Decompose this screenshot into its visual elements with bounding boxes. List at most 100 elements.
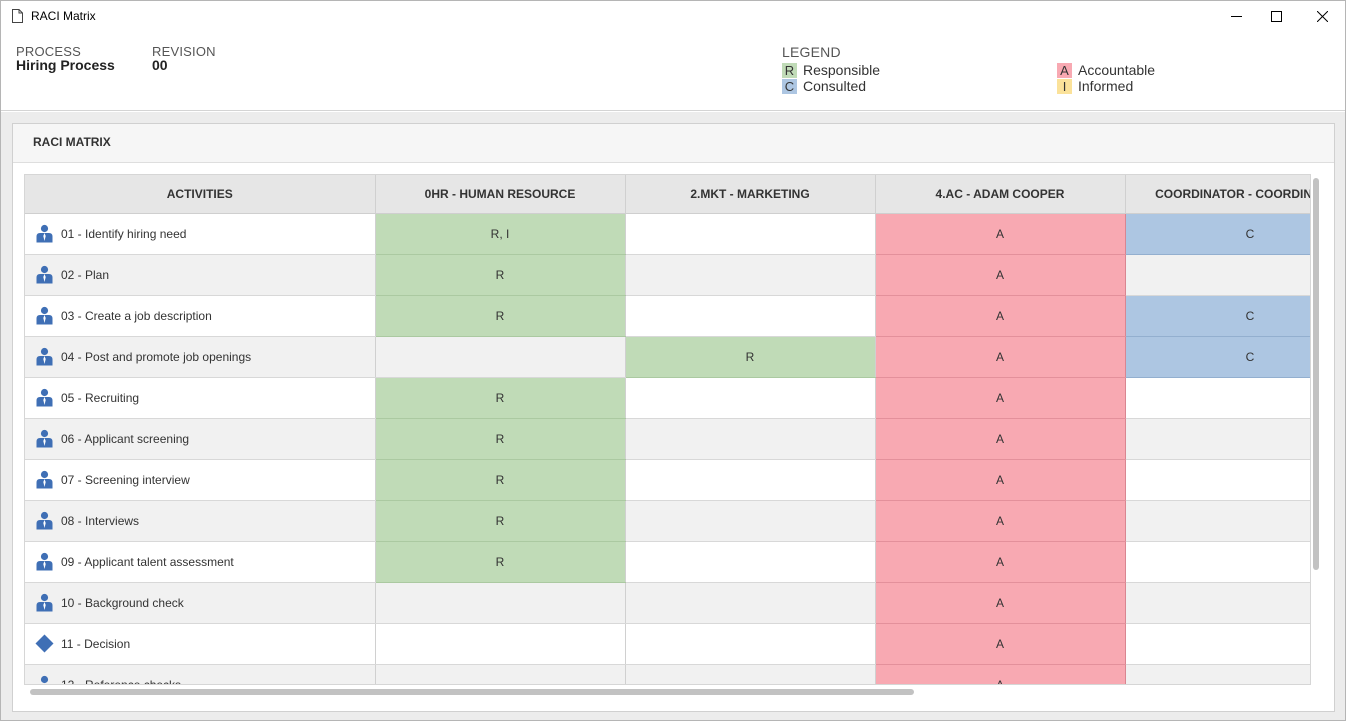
- table-row[interactable]: 03 - Create a job description R A C: [25, 295, 1310, 337]
- table-row[interactable]: 05 - Recruiting R A: [25, 377, 1310, 419]
- table-row[interactable]: 02 - Plan R A: [25, 254, 1310, 296]
- minimize-button[interactable]: [1213, 1, 1259, 32]
- person-icon: [36, 265, 53, 284]
- raci-cell[interactable]: [1125, 418, 1310, 460]
- raci-cell[interactable]: A: [875, 582, 1126, 624]
- raci-cell[interactable]: [625, 664, 876, 684]
- activity-label: 01 - Identify hiring need: [61, 226, 187, 241]
- horizontal-scrollbar-thumb[interactable]: [30, 689, 914, 695]
- activity-cell[interactable]: 06 - Applicant screening: [25, 418, 376, 460]
- column-header-activities[interactable]: ACTIVITIES: [25, 175, 376, 214]
- raci-cell[interactable]: R: [375, 418, 626, 460]
- raci-cell[interactable]: [375, 582, 626, 624]
- raci-cell[interactable]: A: [875, 418, 1126, 460]
- raci-table: ACTIVITIES 0HR - HUMAN RESOURCE 2.MKT - …: [25, 175, 1310, 684]
- activity-cell[interactable]: 08 - Interviews: [25, 500, 376, 542]
- matrix-table-container[interactable]: ACTIVITIES 0HR - HUMAN RESOURCE 2.MKT - …: [24, 174, 1311, 685]
- activity-cell[interactable]: 02 - Plan: [25, 254, 376, 296]
- activity-cell[interactable]: 07 - Screening interview: [25, 459, 376, 501]
- raci-cell[interactable]: C: [1125, 213, 1310, 255]
- table-body: 01 - Identify hiring need R, I A C 02 - Plan…: [25, 213, 1310, 684]
- table-row[interactable]: 08 - Interviews R A: [25, 500, 1310, 542]
- raci-cell[interactable]: A: [875, 377, 1126, 419]
- raci-cell[interactable]: [375, 336, 626, 378]
- person-icon: [36, 470, 53, 489]
- raci-cell[interactable]: A: [875, 295, 1126, 337]
- activity-cell[interactable]: 05 - Recruiting: [25, 377, 376, 419]
- raci-cell[interactable]: [625, 582, 876, 624]
- activity-cell[interactable]: 11 - Decision: [25, 623, 376, 665]
- activity-label: 06 - Applicant screening: [61, 431, 190, 446]
- activity-cell[interactable]: 12 - Reference checks: [25, 664, 376, 684]
- activity-label: 04 - Post and promote job openings: [61, 349, 252, 364]
- raci-cell[interactable]: [375, 664, 626, 684]
- raci-cell[interactable]: [375, 623, 626, 665]
- raci-cell[interactable]: A: [875, 664, 1126, 684]
- activity-cell[interactable]: 01 - Identify hiring need: [25, 213, 376, 255]
- activity-label: 08 - Interviews: [61, 513, 140, 528]
- raci-cell[interactable]: [1125, 623, 1310, 665]
- maximize-button[interactable]: [1253, 1, 1299, 32]
- table-row[interactable]: 09 - Applicant talent assessment R A: [25, 541, 1310, 583]
- column-header-role[interactable]: 0HR - HUMAN RESOURCE: [375, 175, 626, 214]
- activity-label: 03 - Create a job description: [61, 308, 212, 323]
- table-row[interactable]: 04 - Post and promote job openings R A C: [25, 336, 1310, 378]
- raci-cell[interactable]: R: [375, 254, 626, 296]
- table-row[interactable]: 06 - Applicant screening R A: [25, 418, 1310, 460]
- raci-cell[interactable]: A: [875, 623, 1126, 665]
- raci-cell[interactable]: A: [875, 541, 1126, 583]
- person-icon: [36, 347, 53, 366]
- raci-cell[interactable]: [625, 377, 876, 419]
- raci-cell[interactable]: C: [1125, 336, 1310, 378]
- raci-cell[interactable]: [625, 418, 876, 460]
- person-icon: [40, 675, 49, 684]
- activity-cell[interactable]: 03 - Create a job description: [25, 295, 376, 337]
- raci-cell[interactable]: A: [875, 254, 1126, 296]
- activity-cell[interactable]: 10 - Background check: [25, 582, 376, 624]
- table-row[interactable]: 12 - Reference checks A: [25, 664, 1310, 684]
- close-button[interactable]: [1299, 1, 1345, 32]
- raci-cell[interactable]: A: [875, 500, 1126, 542]
- column-header-role[interactable]: 2.MKT - MARKETING: [625, 175, 876, 214]
- raci-cell[interactable]: R: [375, 459, 626, 501]
- table-row[interactable]: 07 - Screening interview R A: [25, 459, 1310, 501]
- raci-cell[interactable]: R: [625, 336, 876, 378]
- vertical-scrollbar-thumb[interactable]: [1313, 178, 1319, 570]
- raci-cell[interactable]: [1125, 541, 1310, 583]
- document-icon: [12, 9, 23, 23]
- person-icon: [36, 429, 53, 448]
- raci-cell[interactable]: [1125, 664, 1310, 684]
- raci-cell[interactable]: [625, 500, 876, 542]
- raci-cell[interactable]: [625, 459, 876, 501]
- raci-cell[interactable]: A: [875, 459, 1126, 501]
- maximize-icon: [1270, 11, 1282, 22]
- raci-cell[interactable]: [1125, 500, 1310, 542]
- raci-cell[interactable]: [1125, 254, 1310, 296]
- raci-cell[interactable]: R: [375, 541, 626, 583]
- raci-cell[interactable]: [625, 254, 876, 296]
- activity-cell[interactable]: 04 - Post and promote job openings: [25, 336, 376, 378]
- raci-cell[interactable]: R, I: [375, 213, 626, 255]
- raci-cell[interactable]: [625, 623, 876, 665]
- raci-cell[interactable]: R: [375, 295, 626, 337]
- person-icon: [36, 388, 53, 407]
- table-row[interactable]: 10 - Background check A: [25, 582, 1310, 624]
- activity-cell[interactable]: 09 - Applicant talent assessment: [25, 541, 376, 583]
- table-header-row: ACTIVITIES 0HR - HUMAN RESOURCE 2.MKT - …: [25, 175, 1310, 214]
- raci-cell[interactable]: [625, 541, 876, 583]
- raci-cell[interactable]: A: [875, 213, 1126, 255]
- raci-cell[interactable]: [1125, 377, 1310, 419]
- column-header-role[interactable]: COORDINATOR - COORDINATOR: [1125, 175, 1310, 214]
- raci-cell[interactable]: [1125, 459, 1310, 501]
- raci-cell[interactable]: R: [375, 500, 626, 542]
- raci-cell[interactable]: [625, 295, 876, 337]
- raci-cell[interactable]: R: [375, 377, 626, 419]
- raci-cell[interactable]: [625, 213, 876, 255]
- raci-cell[interactable]: [1125, 582, 1310, 624]
- column-header-role[interactable]: 4.AC - ADAM COOPER: [875, 175, 1126, 214]
- raci-cell[interactable]: C: [1125, 295, 1310, 337]
- raci-cell[interactable]: A: [875, 336, 1126, 378]
- legend-title: LEGEND: [782, 44, 841, 60]
- table-row[interactable]: 11 - Decision A: [25, 623, 1310, 665]
